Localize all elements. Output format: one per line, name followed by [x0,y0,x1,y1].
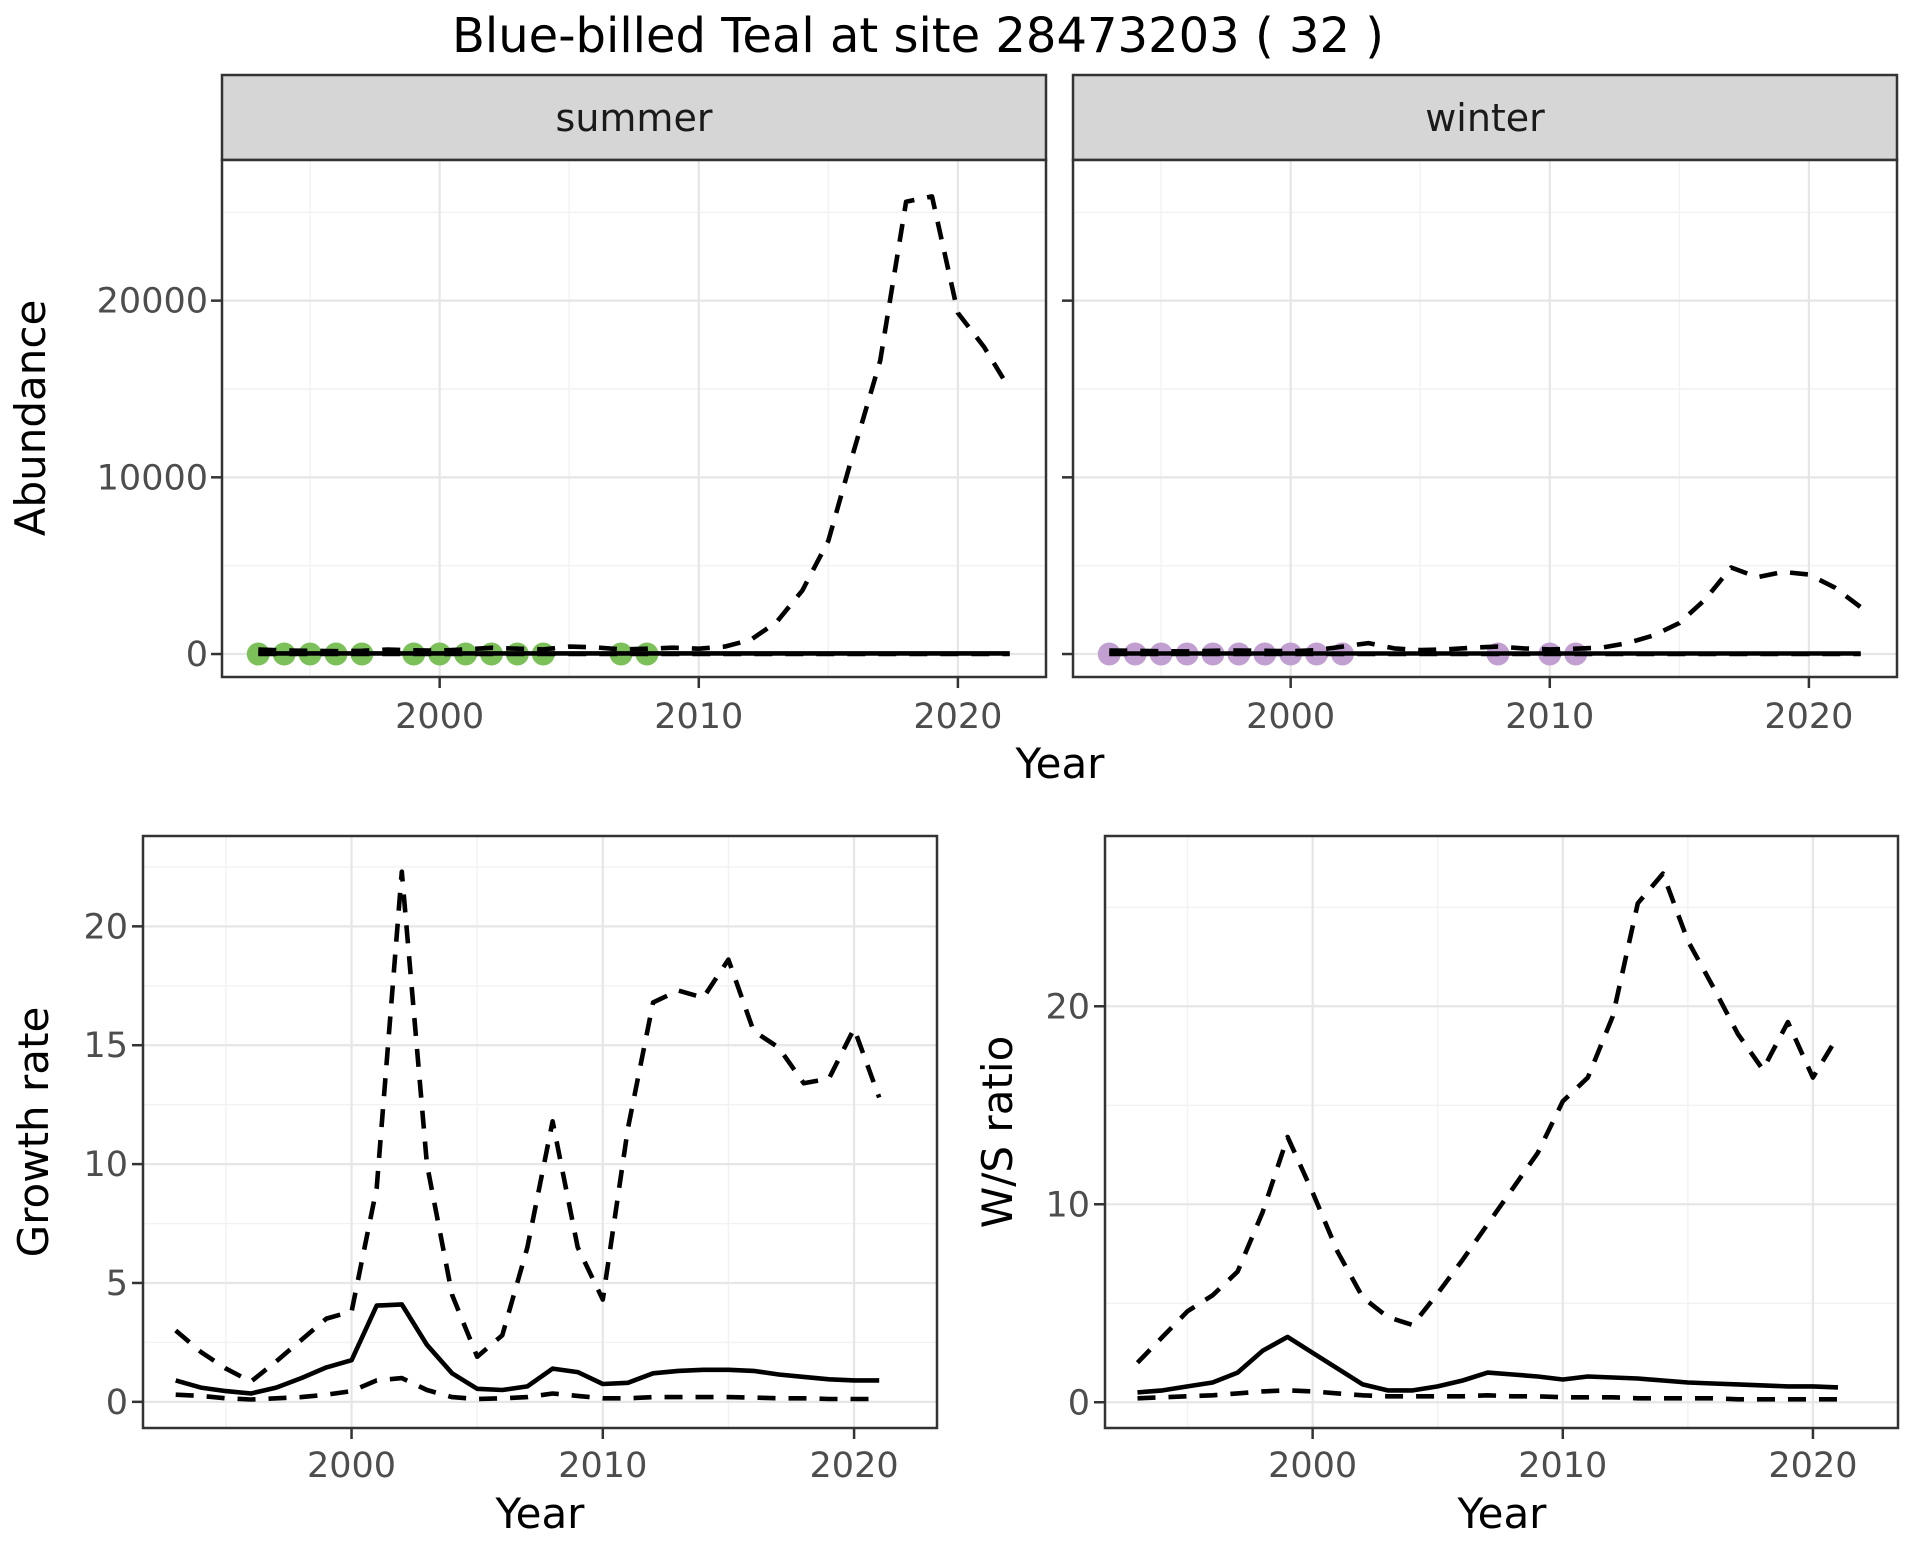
upper_ci-line [1109,565,1863,654]
y-tick-label: 10000 [97,458,208,498]
y-tick-label: 20 [1045,987,1090,1027]
y-tick-label: 20 [83,907,128,947]
panel-border [141,834,939,1430]
x-axis-title-growth-rate: Year [495,1489,586,1538]
x-tick-label: 2000 [395,697,484,737]
median-line [175,1302,880,1396]
upper_ci-line [258,194,1012,654]
panel-background [1105,836,1898,1428]
x-tick-label: 2010 [654,697,743,737]
x-tick-label: 2020 [810,1446,899,1486]
median-line [1137,1334,1839,1395]
y-tick-label: 0 [186,635,208,675]
y-tick-label: 15 [83,1026,128,1066]
facet-strip-summer: summer [220,73,1048,162]
x-tick-label: 2020 [1764,697,1853,737]
lower_ci-line [175,1375,880,1402]
facet-strip-label: winter [1425,96,1545,140]
x-tick-label: 2010 [1505,697,1594,737]
y-tick-label: 5 [106,1264,128,1304]
panel-ws-ratio: 2000 2010 2020 0 10 20 [1045,834,1900,1486]
upper_ci-line [174,869,882,1384]
x-tick-label: 2000 [1268,1446,1357,1486]
x-tick-label: 2020 [1768,1446,1857,1486]
y-axis-title-ws-ratio: W/S ratio [973,1036,1022,1229]
panel-border [1071,158,1899,679]
x-tick-label: 2010 [1518,1446,1607,1486]
x-tick-label: 2010 [558,1446,647,1486]
y-tick-label: 10 [83,1145,128,1185]
y-axis-title-growth-rate: Growth rate [9,1007,58,1258]
panel-border [220,158,1048,679]
facet-strip-rect [1071,73,1899,162]
x-tick-label: 2000 [307,1446,396,1486]
y-tick-label: 10 [1045,1185,1090,1225]
x-axis-title-top: Year [1015,739,1106,788]
y-tick-label: 0 [106,1383,128,1423]
facet-strip-rect [220,73,1048,162]
x-tick-label: 2000 [1246,697,1335,737]
facet-strip-label: summer [556,96,713,140]
x-axis-title-ws-ratio: Year [1457,1489,1548,1538]
lower_ci-line [1137,1388,1838,1402]
y-axis-title-abundance: Abundance [6,300,55,537]
panel-background [143,836,937,1428]
upper_ci-line [1135,871,1840,1365]
panel-growth-rate: 2000 2010 2020 0 5 10 15 20 [83,834,939,1486]
panel-background [1073,160,1897,677]
facet-strip-winter: winter [1071,73,1899,162]
panel-background [222,160,1046,677]
y-tick-label: 0 [1068,1383,1090,1423]
y-tick-label: 20000 [97,282,208,322]
panel-abundance-summer: 2000 2010 2020 0 10000 20000 [97,158,1048,737]
panel-abundance-winter: 2000 2010 2020 [1062,158,1899,737]
chart-title: Blue-billed Teal at site 28473203 ( 32 ) [452,8,1384,64]
x-tick-label: 2020 [913,697,1002,737]
panel-border [1103,834,1900,1430]
